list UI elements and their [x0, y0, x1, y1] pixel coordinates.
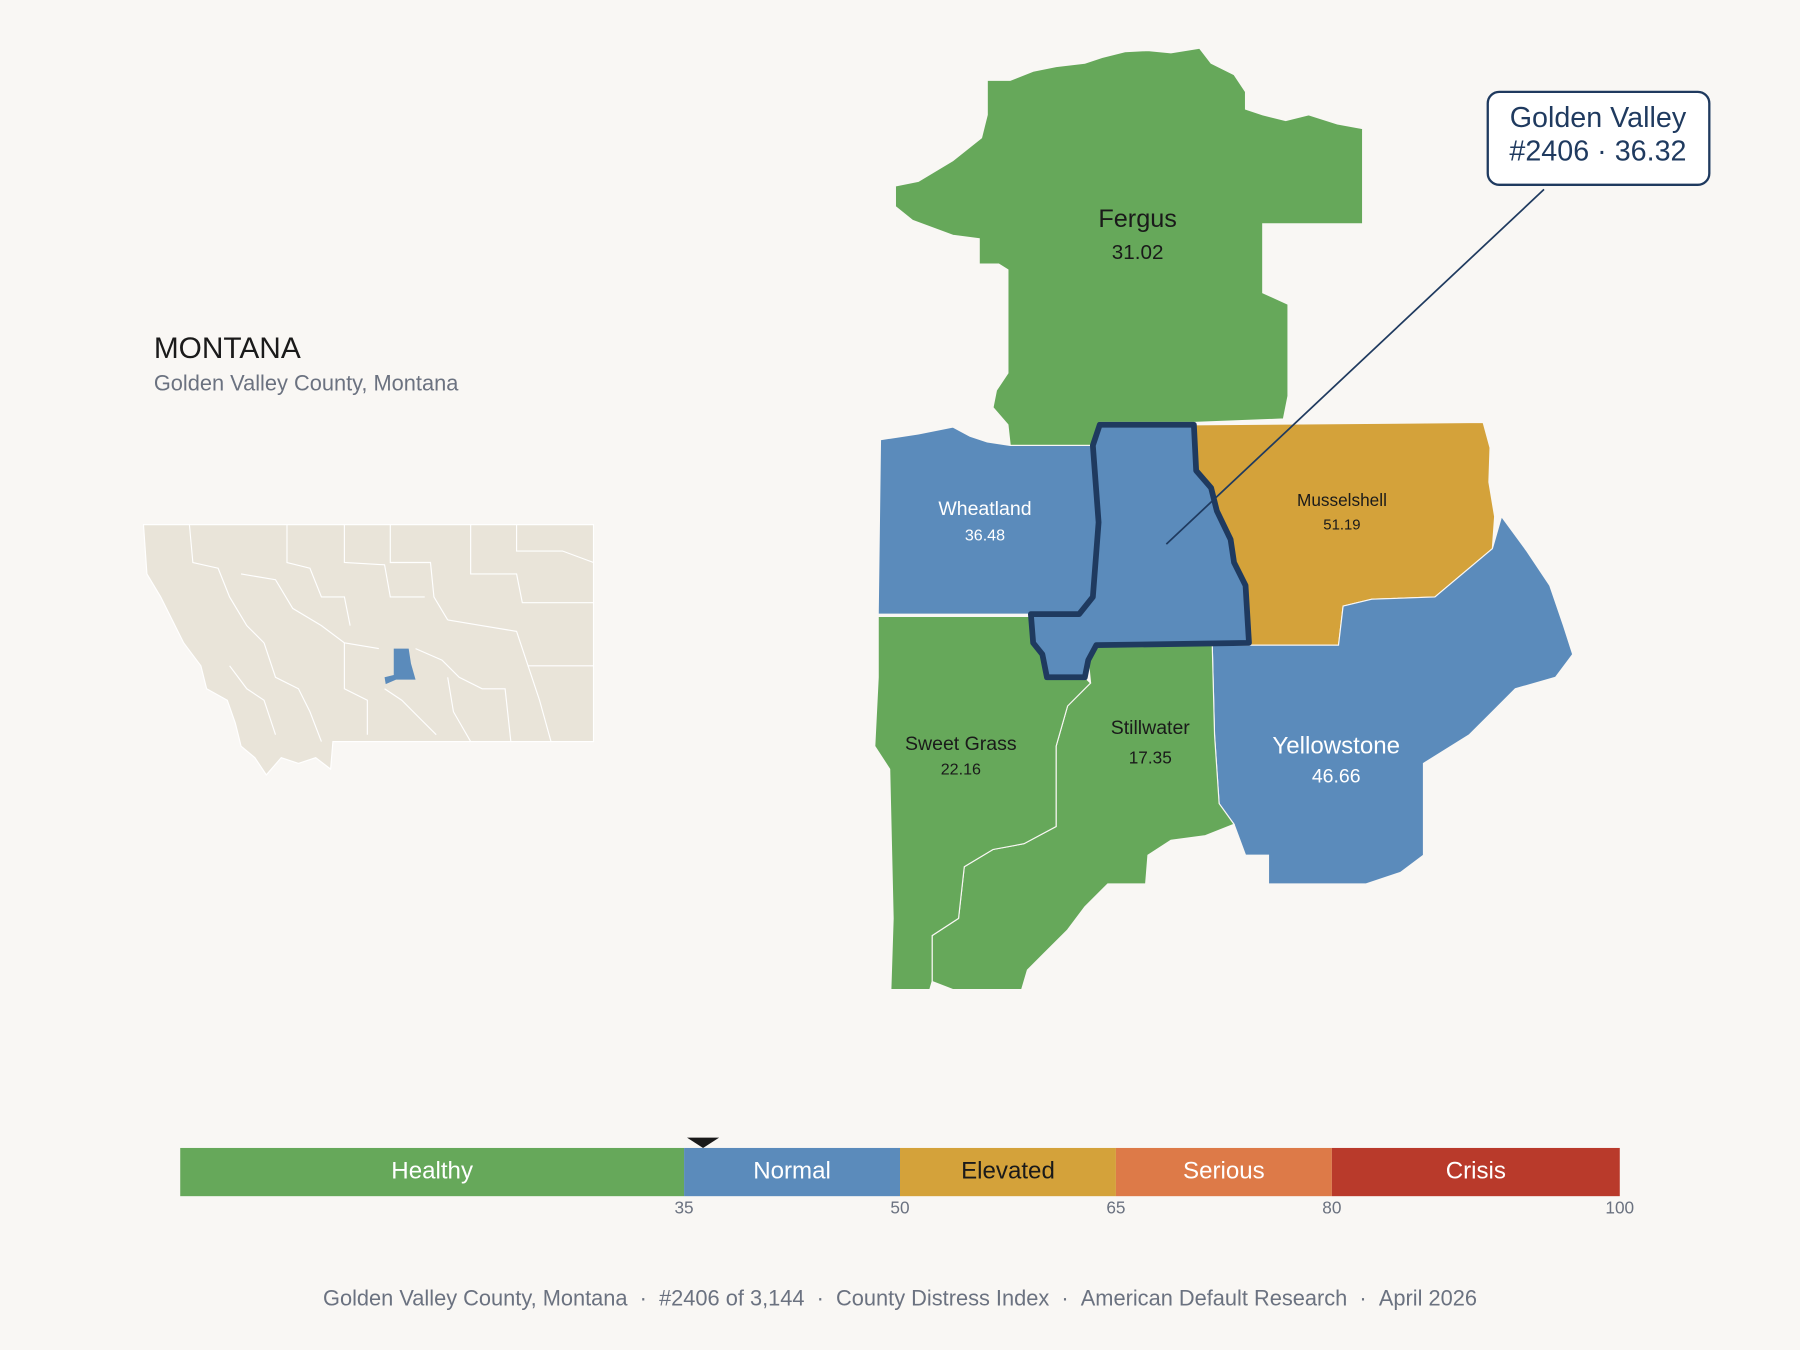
county: [877, 426, 1100, 615]
county-name: Wheatland: [938, 498, 1031, 520]
band-label: Crisis: [1446, 1157, 1506, 1184]
county-map: Fergus 31.02 Wheatland 36.48 Musselshell 51.1…: [874, 47, 1574, 991]
county-lines: [188, 524, 594, 742]
callout-detail: #2406 · 36.32: [1509, 135, 1686, 167]
leader-line: [1165, 188, 1545, 545]
footer-item: American Default Research: [1081, 1285, 1348, 1310]
footer-separator: ·: [1061, 1285, 1068, 1310]
scale-band: [900, 1147, 1116, 1197]
band-label: Elevated: [961, 1157, 1055, 1184]
county-value: 17.35: [1129, 747, 1172, 767]
state-outline: [142, 524, 595, 776]
title: MONTANA: [154, 332, 301, 365]
scale-band: [180, 1147, 685, 1197]
county-name: Sweet Grass: [905, 733, 1017, 755]
selected-county: [1027, 421, 1252, 681]
band-label: Serious: [1183, 1157, 1265, 1184]
footer-separator: ·: [1359, 1285, 1366, 1310]
footer-item: Golden Valley County, Montana: [323, 1285, 628, 1310]
scale-band: [1115, 1147, 1332, 1197]
footer-item: County Distress Index: [836, 1285, 1049, 1310]
footer-separator: ·: [817, 1285, 824, 1310]
callout-name: Golden Valley: [1510, 102, 1687, 134]
county: [894, 47, 1364, 446]
callout-box: [1486, 90, 1711, 186]
band-label: Healthy: [391, 1157, 473, 1184]
score-marker: [686, 1137, 720, 1148]
scale-band: [684, 1147, 900, 1197]
scale-bar: Healthy Normal Elevated Serious Crisis 35 50 65…: [180, 1137, 1634, 1217]
tick-label: 100: [1605, 1197, 1634, 1217]
callout: Golden Valley #2406 · 36.32: [1165, 90, 1711, 545]
callout-part: 36.32: [1615, 135, 1687, 167]
county-name: Musselshell: [1297, 490, 1387, 510]
tick-label: 65: [1106, 1197, 1125, 1217]
callout-part: #2406: [1509, 135, 1589, 167]
footer: Golden Valley County, Montana · #2406 of…: [323, 1285, 1477, 1310]
inset-highlight: [384, 648, 416, 685]
county-value: 51.19: [1323, 517, 1360, 534]
inset-map: [142, 524, 595, 776]
footer-separator: ·: [640, 1285, 647, 1310]
tick-label: 50: [890, 1197, 909, 1217]
subtitle: Golden Valley County, Montana: [154, 370, 459, 395]
tick-label: 35: [674, 1197, 693, 1217]
scale-band: [1331, 1147, 1620, 1197]
footer-item: #2406 of 3,144: [659, 1285, 804, 1310]
footer-item: April 2026: [1379, 1285, 1477, 1310]
county-name: Fergus: [1098, 205, 1177, 233]
county: [1211, 515, 1574, 885]
band-label: Normal: [753, 1157, 831, 1184]
county-name: Stillwater: [1111, 717, 1191, 739]
county-value: 36.48: [965, 526, 1005, 544]
county-value: 46.66: [1312, 765, 1361, 787]
county-name: Yellowstone: [1272, 733, 1400, 760]
tick-label: 80: [1322, 1197, 1341, 1217]
county-value: 22.16: [941, 761, 981, 779]
callout-part: ·: [1597, 135, 1607, 167]
county-value: 31.02: [1112, 241, 1164, 264]
